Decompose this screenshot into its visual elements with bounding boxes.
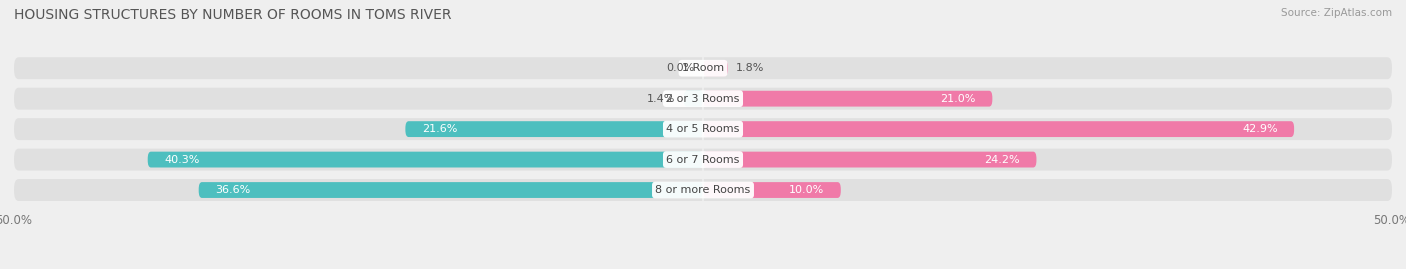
Text: 1 Room: 1 Room: [682, 63, 724, 73]
FancyBboxPatch shape: [703, 182, 841, 198]
Text: 21.0%: 21.0%: [941, 94, 976, 104]
Text: 40.3%: 40.3%: [165, 155, 200, 165]
Text: 42.9%: 42.9%: [1241, 124, 1278, 134]
Text: 36.6%: 36.6%: [215, 185, 250, 195]
FancyBboxPatch shape: [14, 118, 1392, 140]
FancyBboxPatch shape: [405, 121, 703, 137]
Text: 8 or more Rooms: 8 or more Rooms: [655, 185, 751, 195]
Text: 10.0%: 10.0%: [789, 185, 824, 195]
FancyBboxPatch shape: [703, 121, 1294, 137]
Text: 21.6%: 21.6%: [422, 124, 457, 134]
Text: 24.2%: 24.2%: [984, 155, 1019, 165]
FancyBboxPatch shape: [703, 91, 993, 107]
FancyBboxPatch shape: [14, 88, 1392, 110]
FancyBboxPatch shape: [683, 91, 703, 107]
FancyBboxPatch shape: [148, 152, 703, 168]
FancyBboxPatch shape: [703, 60, 728, 76]
Text: 2 or 3 Rooms: 2 or 3 Rooms: [666, 94, 740, 104]
FancyBboxPatch shape: [198, 182, 703, 198]
Text: 1.4%: 1.4%: [647, 94, 675, 104]
Text: 6 or 7 Rooms: 6 or 7 Rooms: [666, 155, 740, 165]
Legend: Owner-occupied, Renter-occupied: Owner-occupied, Renter-occupied: [576, 266, 830, 269]
Text: 0.0%: 0.0%: [666, 63, 695, 73]
Text: Source: ZipAtlas.com: Source: ZipAtlas.com: [1281, 8, 1392, 18]
Text: 1.8%: 1.8%: [737, 63, 765, 73]
FancyBboxPatch shape: [14, 57, 1392, 79]
Text: 4 or 5 Rooms: 4 or 5 Rooms: [666, 124, 740, 134]
FancyBboxPatch shape: [14, 148, 1392, 171]
Text: HOUSING STRUCTURES BY NUMBER OF ROOMS IN TOMS RIVER: HOUSING STRUCTURES BY NUMBER OF ROOMS IN…: [14, 8, 451, 22]
FancyBboxPatch shape: [14, 179, 1392, 201]
FancyBboxPatch shape: [703, 152, 1036, 168]
